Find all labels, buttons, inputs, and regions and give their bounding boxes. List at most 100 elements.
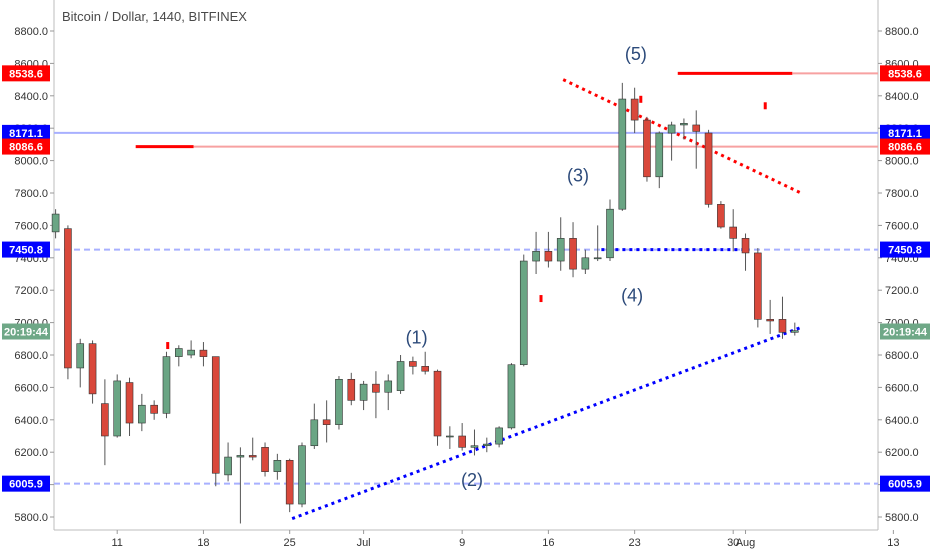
candle-up bbox=[187, 349, 195, 356]
candle-up bbox=[482, 443, 491, 447]
y-tick-label-right: 6800.0 bbox=[885, 350, 919, 362]
wave-label: (5) bbox=[625, 44, 647, 64]
y-tick-label-right: 8400.0 bbox=[885, 91, 919, 103]
y-tick-label-left: 6400.0 bbox=[14, 415, 48, 427]
x-tick-label: 30 bbox=[727, 537, 739, 549]
rising-trendline bbox=[291, 326, 802, 521]
x-tick-label: Jul bbox=[357, 537, 371, 549]
candle-down bbox=[643, 119, 651, 178]
fractal-marker bbox=[763, 102, 767, 110]
candle-down bbox=[347, 378, 356, 401]
y-tick-label-right: 6600.0 bbox=[885, 382, 919, 394]
candle-down bbox=[261, 447, 269, 472]
candle-up bbox=[507, 364, 516, 429]
price-level-label-left-bg bbox=[2, 241, 50, 258]
candle-down bbox=[741, 238, 750, 254]
candle-down bbox=[766, 319, 774, 322]
candle-down bbox=[211, 356, 220, 474]
price-level-label-left-bg bbox=[2, 124, 50, 141]
candle-down bbox=[322, 419, 331, 425]
candle-up bbox=[138, 404, 146, 424]
candle-up bbox=[175, 348, 183, 357]
countdown-label-right-bg bbox=[880, 323, 930, 340]
price-level-label-right: 8538.6 bbox=[888, 68, 922, 80]
candle-up bbox=[581, 257, 590, 270]
y-tick-label-left: 7800.0 bbox=[14, 188, 48, 200]
price-level-label-right: 8086.6 bbox=[888, 142, 922, 154]
x-tick-label: 13 bbox=[887, 537, 899, 549]
candle-down bbox=[692, 124, 701, 132]
candle-down bbox=[704, 132, 713, 205]
candle-down bbox=[717, 204, 725, 228]
candle-up bbox=[162, 356, 171, 414]
y-tick-label-left: 6600.0 bbox=[14, 382, 48, 394]
y-tick-label-right: 6200.0 bbox=[885, 447, 919, 459]
wave-label: (1) bbox=[406, 328, 428, 348]
candle-up bbox=[495, 427, 503, 445]
candle-down bbox=[409, 361, 417, 367]
y-tick-label-left: 6200.0 bbox=[14, 447, 48, 459]
candle-up bbox=[470, 445, 479, 448]
candle-down bbox=[778, 319, 787, 333]
price-level-label-left: 8538.6 bbox=[9, 68, 43, 80]
x-tick-label: 23 bbox=[629, 537, 641, 549]
y-tick-label-right: 7200.0 bbox=[885, 285, 919, 297]
price-level-label-left-bg bbox=[2, 138, 50, 155]
y-tick-label-left: 8400.0 bbox=[14, 91, 48, 103]
candle-down bbox=[544, 251, 553, 262]
candle-up bbox=[359, 383, 368, 401]
y-tick-label-right: 7800.0 bbox=[885, 188, 919, 200]
wave-label: (2) bbox=[461, 470, 483, 490]
chart-title: Bitcoin / Dollar, 1440, BITFINEX bbox=[62, 9, 247, 24]
candle-up bbox=[519, 260, 528, 366]
candle-up bbox=[556, 238, 565, 262]
y-tick-label-right: 6400.0 bbox=[885, 415, 919, 427]
price-level-label-right: 7450.8 bbox=[888, 245, 922, 257]
candle-down bbox=[372, 383, 380, 393]
candle-up bbox=[236, 455, 245, 458]
y-tick-label-left: 7200.0 bbox=[14, 285, 48, 297]
price-level-label-right: 8171.1 bbox=[888, 128, 922, 140]
price-level-label-left: 8086.6 bbox=[9, 142, 43, 154]
x-tick-label: 11 bbox=[111, 537, 122, 549]
candle-up bbox=[396, 361, 405, 391]
candle-down bbox=[88, 343, 97, 395]
candle-down bbox=[285, 459, 294, 505]
price-level-label-left: 7450.8 bbox=[9, 245, 43, 257]
candle-up bbox=[335, 378, 343, 425]
price-level-label-left: 6005.9 bbox=[9, 479, 43, 491]
candle-up bbox=[446, 435, 454, 438]
candle-down bbox=[248, 455, 257, 458]
countdown-label-left: 20:19:44 bbox=[4, 327, 49, 339]
x-tick-label: 9 bbox=[459, 537, 465, 549]
price-level-label-right: 6005.9 bbox=[888, 479, 922, 491]
price-level-label-right-bg bbox=[880, 65, 930, 82]
candle-up bbox=[532, 251, 540, 262]
y-tick-label-left: 8800.0 bbox=[14, 26, 48, 38]
candle-down bbox=[569, 238, 577, 270]
fractal-marker bbox=[166, 342, 170, 350]
price-level-label-right-bg bbox=[880, 124, 930, 141]
candle-down bbox=[433, 370, 442, 437]
y-tick-label-right: 8000.0 bbox=[885, 156, 919, 168]
candle-up bbox=[593, 257, 602, 260]
candle-down bbox=[101, 403, 109, 437]
candle-down bbox=[729, 226, 738, 239]
wave-label: (3) bbox=[567, 166, 589, 186]
y-tick-label-right: 5800.0 bbox=[885, 512, 919, 524]
x-tick-label: 25 bbox=[284, 537, 296, 549]
price-level-label-left: 8171.1 bbox=[9, 128, 43, 140]
candle-up bbox=[224, 456, 232, 476]
candle-up bbox=[76, 343, 85, 369]
candle-up bbox=[618, 98, 627, 210]
candle-up bbox=[606, 208, 614, 259]
fractal-marker bbox=[539, 295, 543, 303]
candle-up bbox=[680, 123, 688, 126]
x-tick-label: Aug bbox=[736, 537, 756, 549]
candle-down bbox=[125, 382, 134, 424]
fractal-marker bbox=[639, 95, 643, 103]
x-tick-label: 18 bbox=[197, 537, 209, 549]
candle-down bbox=[458, 435, 466, 448]
y-tick-label-left: 7600.0 bbox=[14, 220, 48, 232]
